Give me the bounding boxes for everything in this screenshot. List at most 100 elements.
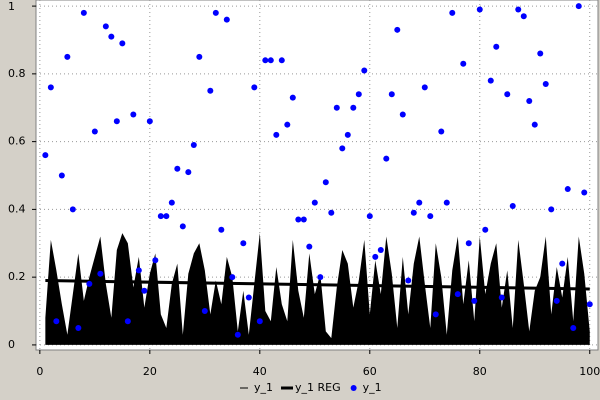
point xyxy=(377,247,384,254)
point xyxy=(465,240,472,247)
point xyxy=(135,267,142,274)
point xyxy=(75,324,82,331)
point xyxy=(372,253,379,260)
point xyxy=(394,26,401,33)
point xyxy=(262,57,269,64)
point xyxy=(190,142,197,149)
x-tick-label: 40 xyxy=(253,365,267,378)
point xyxy=(526,97,533,104)
point xyxy=(366,213,373,220)
point xyxy=(174,165,181,172)
point xyxy=(185,169,192,176)
point xyxy=(278,57,285,64)
point xyxy=(449,9,456,16)
point xyxy=(284,121,291,128)
point xyxy=(97,270,104,277)
point xyxy=(581,189,588,196)
point xyxy=(306,243,313,250)
point xyxy=(119,40,126,47)
point xyxy=(405,277,412,284)
point xyxy=(64,53,71,60)
point xyxy=(487,77,494,84)
legend-label: y_1 xyxy=(363,381,382,394)
point xyxy=(240,240,247,247)
point xyxy=(520,13,527,20)
point xyxy=(168,199,175,206)
point xyxy=(443,199,450,206)
point xyxy=(438,128,445,135)
point xyxy=(559,260,566,267)
point xyxy=(509,203,516,210)
point xyxy=(163,213,170,220)
point xyxy=(69,206,76,213)
point xyxy=(229,274,236,281)
x-tick-label: 20 xyxy=(143,365,157,378)
point xyxy=(537,50,544,57)
point xyxy=(322,179,329,186)
y-tick-label: 0 xyxy=(8,338,15,351)
x-tick-label: 100 xyxy=(579,365,600,378)
point xyxy=(256,318,263,325)
point xyxy=(553,297,560,304)
point xyxy=(295,216,302,223)
y-tick-label: 0.8 xyxy=(8,67,26,80)
point xyxy=(141,287,148,294)
point xyxy=(234,331,241,338)
y-tick-label: 0.2 xyxy=(8,270,26,283)
legend-marker xyxy=(350,385,357,391)
point xyxy=(531,121,538,128)
point xyxy=(152,257,159,264)
point xyxy=(102,23,109,30)
point xyxy=(53,318,60,325)
point xyxy=(146,118,153,125)
point xyxy=(355,91,362,98)
point xyxy=(482,226,489,233)
point xyxy=(207,87,214,94)
point xyxy=(328,209,335,216)
x-tick-label: 60 xyxy=(363,365,377,378)
point xyxy=(498,294,505,301)
point xyxy=(80,9,87,16)
point xyxy=(108,33,115,40)
point xyxy=(432,311,439,318)
legend-label: y_1 xyxy=(254,381,273,394)
point xyxy=(361,67,368,74)
point xyxy=(289,94,296,101)
point xyxy=(300,216,307,223)
point xyxy=(383,155,390,162)
point xyxy=(575,3,582,10)
point xyxy=(42,152,49,159)
regression-line xyxy=(45,279,590,291)
point xyxy=(47,84,54,91)
point xyxy=(542,81,549,88)
point xyxy=(476,6,483,13)
point xyxy=(564,186,571,193)
point xyxy=(388,91,395,98)
point xyxy=(311,199,318,206)
point xyxy=(586,301,593,308)
y-tick-label: 0.6 xyxy=(8,135,26,148)
x-tick-label: 80 xyxy=(473,365,487,378)
point xyxy=(504,91,511,98)
x-tick-label: 0 xyxy=(36,365,43,378)
point xyxy=(245,294,252,301)
legend-label: y_1 REG xyxy=(295,381,341,394)
point xyxy=(223,16,230,23)
point xyxy=(570,324,577,331)
point xyxy=(196,53,203,60)
point xyxy=(86,280,93,287)
point xyxy=(124,318,131,325)
point xyxy=(58,172,65,179)
point xyxy=(267,57,274,64)
point xyxy=(515,6,522,13)
y-tick-label: 0.4 xyxy=(8,202,26,215)
point xyxy=(427,213,434,220)
point xyxy=(339,145,346,152)
point xyxy=(212,9,219,16)
point xyxy=(350,104,357,111)
point xyxy=(493,43,500,50)
y-tick-label: 1 xyxy=(8,0,15,13)
point xyxy=(251,84,258,91)
point xyxy=(179,223,186,230)
